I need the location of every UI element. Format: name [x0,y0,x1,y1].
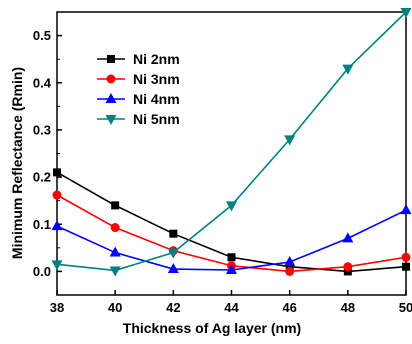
y-tick-label: 0.1 [33,217,51,232]
x-axis: 38 40 42 44 46 48 50 [50,290,412,315]
series-1 [53,168,410,276]
data-point [343,262,353,272]
y-axis: 0.0 0.1 0.2 0.3 0.4 0.5 [33,11,62,279]
data-point [400,8,412,18]
data-point [52,190,62,200]
x-tick-label: 46 [282,300,296,315]
legend-entry: Ni 2nm [97,51,180,67]
legend-entry: Ni 4nm [97,91,180,107]
legend-label: Ni 2nm [133,51,180,67]
data-point [342,64,354,75]
legend-label: Ni 4nm [133,91,180,107]
series-4 [51,8,412,277]
data-point [227,253,236,262]
legend-marker [105,93,117,103]
y-tick-label: 0.5 [33,28,51,43]
plot-area [56,11,407,296]
data-point [343,267,352,276]
y-tick-label: 0.4 [33,75,52,90]
legend-entry: Ni 5nm [97,111,180,127]
y-tick-label: 0.3 [33,122,51,137]
data-point [226,264,237,275]
data-point [109,246,121,257]
data-point [51,220,63,231]
legend-label: Ni 3nm [133,71,180,87]
data-point [111,201,120,210]
data-point [51,260,63,271]
legend-label: Ni 5nm [133,111,180,127]
legend-entry: Ni 3nm [97,71,180,87]
data-point [285,266,295,276]
plot-border [56,11,407,296]
x-tick-label: 40 [108,300,122,315]
y-axis-label: Minimum Reflectance (Rmin) [9,67,25,259]
x-tick-label: 42 [166,300,180,315]
series-3 [51,204,412,275]
data-point [284,135,296,146]
data-point [342,232,354,243]
data-point [226,201,237,212]
data-point [53,168,61,177]
data-point [109,266,121,277]
legend-marker [105,115,117,125]
x-axis-label: Thickness of Ag layer (nm) [123,320,301,336]
series-line [56,11,407,272]
data-point [167,248,179,259]
legend: Ni 2nm Ni 3nm Ni 4nm Ni 5nm [97,51,180,127]
data-point [167,263,179,274]
data-point [400,204,412,215]
legend-marker [106,74,116,84]
y-tick-label: 0.2 [33,170,51,185]
series-layer [51,8,412,277]
x-tick-label: 48 [341,300,355,315]
data-point [402,262,410,271]
x-tick-label: 38 [50,300,64,315]
data-point [284,255,296,266]
data-point [401,252,411,262]
legend-marker [107,55,115,63]
data-point [285,262,294,271]
y-tick-label: 0.0 [33,264,51,279]
x-tick-label: 50 [399,300,412,315]
data-point [169,229,178,238]
data-point [110,223,120,233]
x-tick-label: 44 [224,300,239,315]
